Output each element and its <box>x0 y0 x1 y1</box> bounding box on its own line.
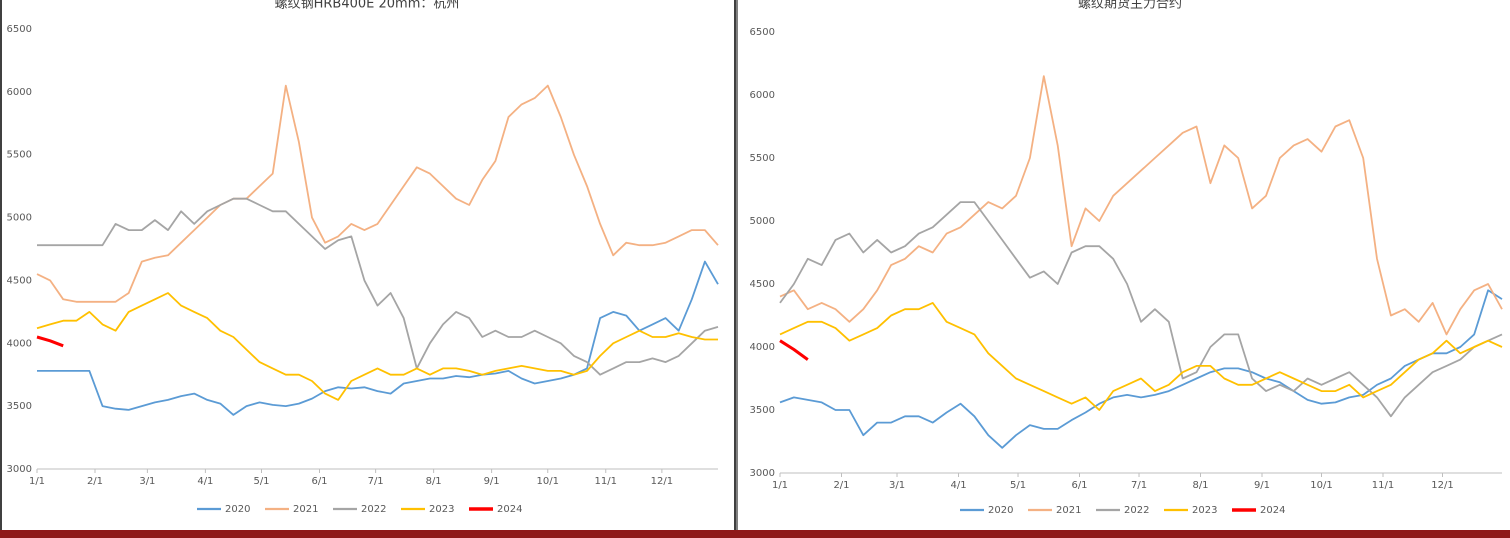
x-tick-label: 1/1 <box>29 476 45 487</box>
y-tick-label: 4500 <box>750 279 775 290</box>
y-tick-label: 3500 <box>750 405 775 416</box>
y-tick-label: 6000 <box>750 90 775 101</box>
x-tick-label: 5/1 <box>253 476 269 487</box>
y-tick-label: 4000 <box>7 338 32 349</box>
x-tick-label: 8/1 <box>1192 480 1208 491</box>
legend-label: 2020 <box>225 504 250 515</box>
y-tick-label: 6500 <box>750 27 775 38</box>
series-line <box>779 302 1503 411</box>
y-tick-label: 5000 <box>750 216 775 227</box>
x-tick-label: 7/1 <box>1131 480 1147 491</box>
x-tick-label: 9/1 <box>484 476 500 487</box>
y-tick-label: 6000 <box>7 87 32 98</box>
y-tick-label: 6500 <box>7 24 32 35</box>
legend-label: 2021 <box>293 504 318 515</box>
y-tick-label: 4500 <box>7 275 32 286</box>
chart-title: 螺纹期货主力合约 <box>1078 0 1182 12</box>
x-tick-label: 12/1 <box>651 476 673 487</box>
series-line <box>779 201 1503 418</box>
x-tick-label: 6/1 <box>311 476 327 487</box>
legend-label: 2024 <box>1260 505 1285 516</box>
x-tick-label: 11/1 <box>595 476 617 487</box>
series-line <box>779 339 809 361</box>
x-tick-label: 1/1 <box>772 480 788 491</box>
legend-label: 2022 <box>1124 505 1149 516</box>
y-tick-label: 3000 <box>7 464 32 475</box>
y-tick-label: 3500 <box>7 401 32 412</box>
series-line <box>779 289 1503 449</box>
chart-title: 螺纹钢HRB400E 20mm：杭州 <box>275 0 460 12</box>
legend-label: 2024 <box>497 504 522 515</box>
x-tick-label: 9/1 <box>1254 480 1270 491</box>
legend-label: 2021 <box>1056 505 1081 516</box>
legend-label: 2022 <box>361 504 386 515</box>
x-tick-label: 5/1 <box>1010 480 1026 491</box>
y-tick-label: 5000 <box>7 213 32 224</box>
y-tick-label: 5500 <box>7 150 32 161</box>
x-tick-label: 4/1 <box>197 476 213 487</box>
x-tick-label: 8/1 <box>426 476 442 487</box>
legend-label: 2023 <box>1192 505 1217 516</box>
bottom-bar <box>0 530 1510 538</box>
x-tick-label: 11/1 <box>1372 480 1394 491</box>
series-line <box>36 335 64 348</box>
x-tick-label: 10/1 <box>1310 480 1332 491</box>
x-tick-label: 4/1 <box>950 480 966 491</box>
y-tick-label: 4000 <box>750 342 775 353</box>
x-tick-label: 10/1 <box>537 476 559 487</box>
x-tick-label: 3/1 <box>889 480 905 491</box>
series-line <box>37 260 719 416</box>
y-tick-label: 3000 <box>750 468 775 479</box>
series-line <box>779 75 1503 336</box>
x-tick-label: 12/1 <box>1431 480 1453 491</box>
x-tick-label: 3/1 <box>139 476 155 487</box>
x-tick-label: 6/1 <box>1071 480 1087 491</box>
series-line <box>36 84 719 303</box>
x-tick-label: 7/1 <box>368 476 384 487</box>
series-line <box>37 197 719 376</box>
legend-label: 2023 <box>429 504 454 515</box>
y-tick-label: 5500 <box>750 153 775 164</box>
legend-label: 2020 <box>988 505 1013 516</box>
x-tick-label: 2/1 <box>87 476 103 487</box>
series-line <box>36 292 718 401</box>
x-tick-label: 2/1 <box>833 480 849 491</box>
